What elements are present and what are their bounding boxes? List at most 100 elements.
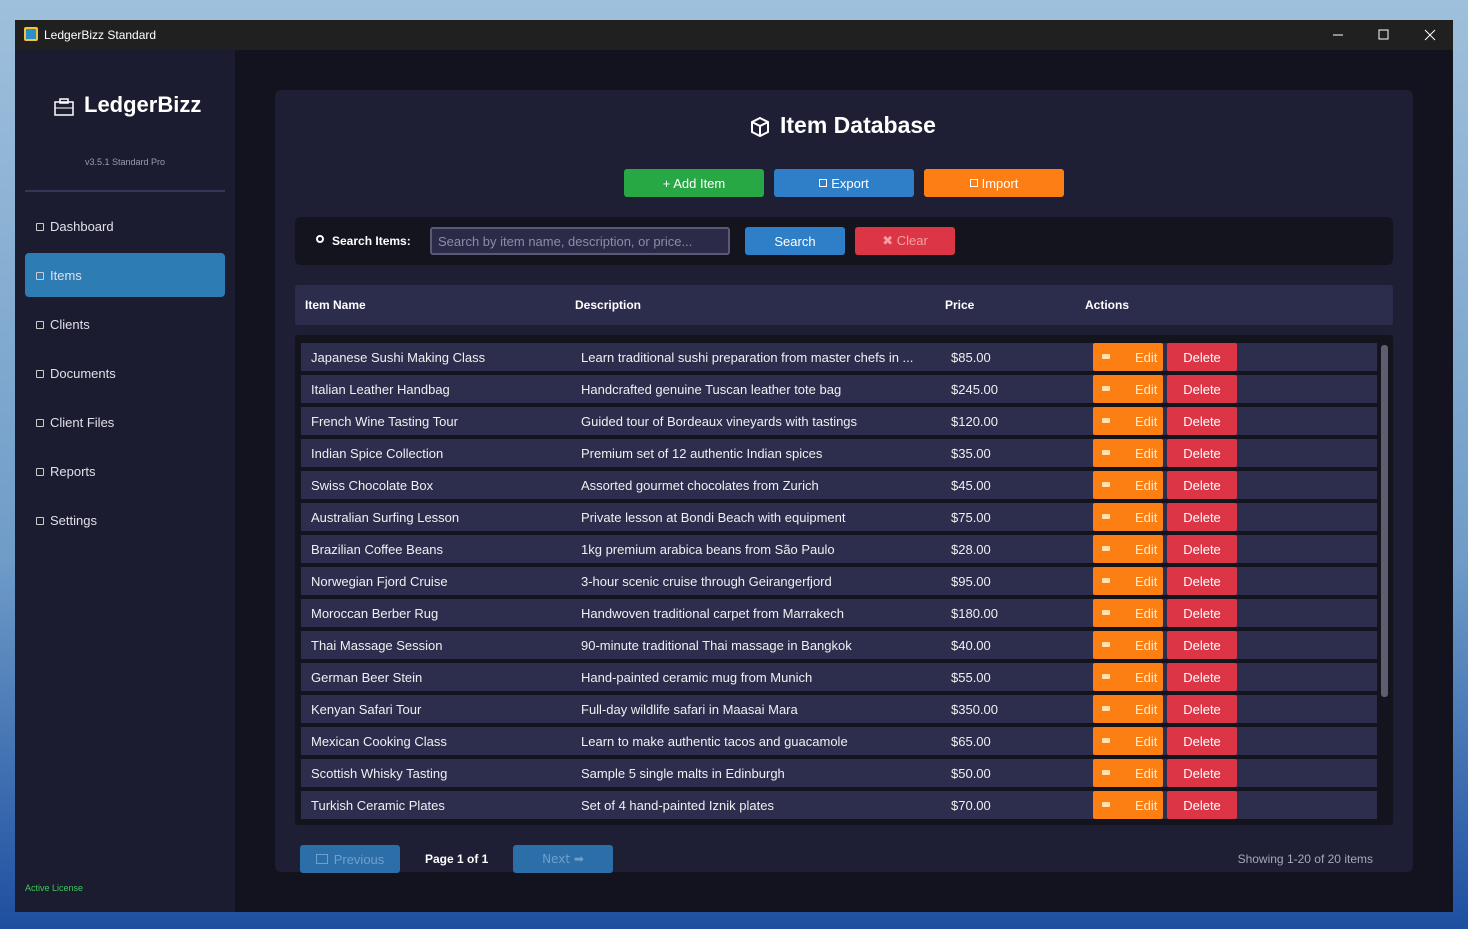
nav-icon <box>36 321 44 329</box>
nav-item[interactable]: Client Files <box>25 400 225 444</box>
export-button[interactable]: Export <box>774 169 914 197</box>
delete-button[interactable]: Delete <box>1167 631 1237 659</box>
clear-button[interactable]: ✖ Clear <box>855 227 955 255</box>
nav-icon <box>36 223 44 231</box>
edit-button[interactable]: Edit <box>1093 343 1163 371</box>
main: Item Database + Add Item Export Import S… <box>235 50 1453 912</box>
nav-item[interactable]: Documents <box>25 351 225 395</box>
delete-button[interactable]: Delete <box>1167 343 1237 371</box>
delete-button[interactable]: Delete <box>1167 663 1237 691</box>
table-row: Brazilian Coffee Beans 1kg premium arabic… <box>301 535 1377 563</box>
item-price: $85.00 <box>951 350 991 365</box>
delete-button[interactable]: Delete <box>1167 727 1237 755</box>
delete-button[interactable]: Delete <box>1167 791 1237 819</box>
delete-button[interactable]: Delete <box>1167 759 1237 787</box>
item-price: $65.00 <box>951 734 991 749</box>
edit-button[interactable]: Edit <box>1093 759 1163 787</box>
item-name: French Wine Tasting Tour <box>311 414 458 429</box>
item-description: 90-minute traditional Thai massage in Ba… <box>581 638 852 653</box>
edit-button[interactable]: Edit <box>1093 407 1163 435</box>
item-description: Hand-painted ceramic mug from Munich <box>581 670 813 685</box>
table-row: Thai Massage Session 90-minute traditiona… <box>301 631 1377 659</box>
edit-button[interactable]: Edit <box>1093 567 1163 595</box>
item-name: Indian Spice Collection <box>311 446 444 461</box>
nav-item[interactable]: Items <box>25 253 225 297</box>
delete-button[interactable]: Delete <box>1167 375 1237 403</box>
edit-label: Edit <box>1135 606 1158 621</box>
nav-icon <box>36 272 44 280</box>
edit-button[interactable]: Edit <box>1093 791 1163 819</box>
item-price: $120.00 <box>951 414 998 429</box>
next-button[interactable]: Next ➡ <box>513 845 613 873</box>
item-price: $75.00 <box>951 510 991 525</box>
edit-label: Edit <box>1135 670 1158 685</box>
table-row: Turkish Ceramic Plates Set of 4 hand-pain… <box>301 791 1377 819</box>
item-name: Brazilian Coffee Beans <box>311 542 444 557</box>
edit-label: Edit <box>1135 766 1158 781</box>
edit-button[interactable]: Edit <box>1093 599 1163 627</box>
item-name: German Beer Stein <box>311 670 423 685</box>
item-price: $40.00 <box>951 638 991 653</box>
item-name: Mexican Cooking Class <box>311 734 447 749</box>
search-input[interactable]: Search by item name, description, or pri… <box>430 227 730 255</box>
window-controls[interactable] <box>1315 20 1453 50</box>
nav-icon <box>36 370 44 378</box>
edit-icon <box>1102 610 1110 615</box>
edit-button[interactable]: Edit <box>1093 631 1163 659</box>
edit-button[interactable]: Edit <box>1093 663 1163 691</box>
edit-button[interactable]: Edit <box>1093 503 1163 531</box>
delete-button[interactable]: Delete <box>1167 439 1237 467</box>
sidebar: LedgerBizz v3.5.1 Standard Pro Dashboard… <box>15 50 235 912</box>
edit-icon <box>1102 706 1110 711</box>
brand-name: LedgerBizz <box>84 92 202 117</box>
add-item-button[interactable]: + Add Item <box>624 169 764 197</box>
delete-button[interactable]: Delete <box>1167 503 1237 531</box>
import-button[interactable]: Import <box>924 169 1064 197</box>
title-bar: LedgerBizz Standard <box>15 20 1453 50</box>
search-button[interactable]: Search <box>745 227 845 255</box>
previous-button[interactable]: Previous <box>300 845 400 873</box>
column-header: Actions <box>1085 298 1130 312</box>
nav-label: Settings <box>50 512 97 528</box>
edit-icon <box>1102 482 1110 487</box>
delete-button[interactable]: Delete <box>1167 535 1237 563</box>
table-row: Swiss Chocolate Box Assorted gourmet choc… <box>301 471 1377 499</box>
page-indicator: Page 1 of 1 <box>425 852 489 866</box>
edit-button[interactable]: Edit <box>1093 471 1163 499</box>
nav-item[interactable]: Dashboard <box>25 204 225 248</box>
edit-icon <box>1102 642 1110 647</box>
item-price: $95.00 <box>951 574 991 589</box>
nav-item[interactable]: Settings <box>25 498 225 542</box>
item-description: 1kg premium arabica beans from São Paulo <box>581 542 835 557</box>
delete-button[interactable]: Delete <box>1167 567 1237 595</box>
search-icon <box>316 235 324 243</box>
scrollbar[interactable] <box>1381 345 1388 697</box>
nav-label: Clients <box>50 316 90 332</box>
item-description: Learn traditional sushi preparation from… <box>581 350 914 365</box>
nav-item[interactable]: Reports <box>25 449 225 493</box>
table-row: Scottish Whisky Tasting Sample 5 single m… <box>301 759 1377 787</box>
edit-button[interactable]: Edit <box>1093 439 1163 467</box>
nav-icon <box>36 468 44 476</box>
nav-icon <box>36 419 44 427</box>
edit-button[interactable]: Edit <box>1093 695 1163 723</box>
edit-icon <box>1102 354 1110 359</box>
delete-button[interactable]: Delete <box>1167 407 1237 435</box>
nav-label: Documents <box>50 365 116 381</box>
item-description: Set of 4 hand-painted Iznik plates <box>581 798 774 813</box>
title-icon <box>751 116 769 138</box>
item-price: $50.00 <box>951 766 991 781</box>
delete-button[interactable]: Delete <box>1167 471 1237 499</box>
table-row: Indian Spice Collection Premium set of 12… <box>301 439 1377 467</box>
delete-button[interactable]: Delete <box>1167 695 1237 723</box>
item-name: Turkish Ceramic Plates <box>311 798 445 813</box>
edit-button[interactable]: Edit <box>1093 535 1163 563</box>
table-row: Australian Surfing Lesson Private lesson … <box>301 503 1377 531</box>
edit-button[interactable]: Edit <box>1093 375 1163 403</box>
delete-button[interactable]: Delete <box>1167 599 1237 627</box>
edit-icon <box>1102 386 1110 391</box>
nav-item[interactable]: Clients <box>25 302 225 346</box>
edit-button[interactable]: Edit <box>1093 727 1163 755</box>
table-row: Moroccan Berber Rug Handwoven traditional… <box>301 599 1377 627</box>
table-body: Japanese Sushi Making Class Learn traditi… <box>295 335 1393 825</box>
